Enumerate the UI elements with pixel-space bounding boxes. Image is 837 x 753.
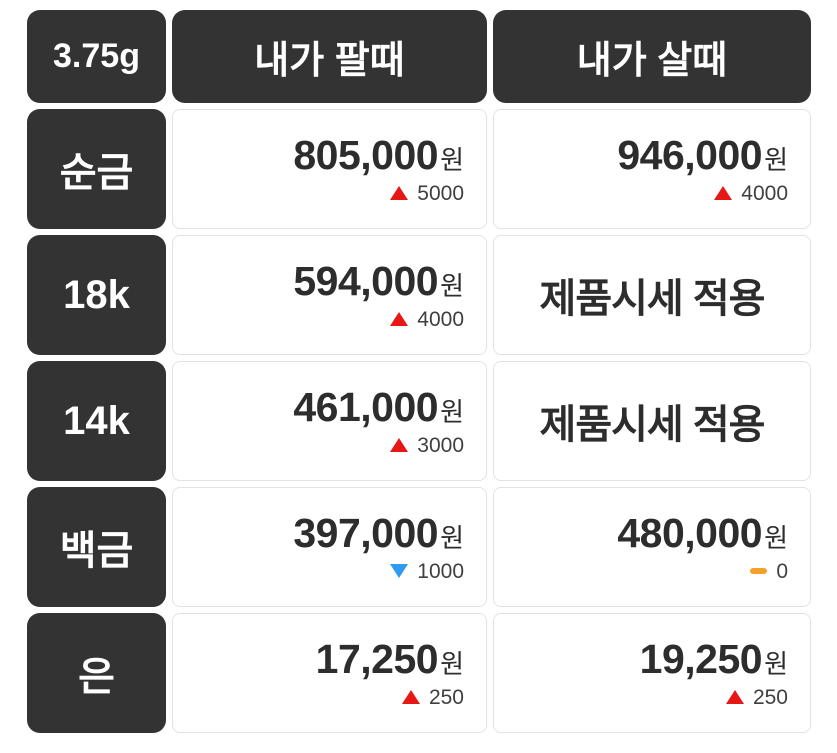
price-number: 461,000 [293, 383, 439, 430]
price-change: 250 [401, 685, 464, 709]
currency-suffix: 원 [440, 144, 464, 175]
price-number: 805,000 [293, 131, 439, 178]
up-triangle-icon [390, 186, 409, 200]
14k-buy-cell: 제품시세 적용 [493, 361, 811, 481]
up-triangle-icon [390, 312, 409, 326]
unit-weight-cell: 3.75g [27, 10, 166, 103]
column-header-sell: 내가 팔때 [172, 10, 487, 103]
price-value: 397,000 원 [293, 509, 464, 556]
price-number: 17,250 [315, 635, 439, 682]
price-value: 594,000 원 [293, 257, 464, 304]
currency-suffix: 원 [440, 396, 464, 427]
currency-suffix: 원 [440, 648, 464, 679]
price-change: 250 [725, 685, 788, 709]
up-triangle-icon [714, 186, 733, 200]
change-amount: 4000 [417, 307, 464, 331]
row-label-pure-gold: 순금 [27, 109, 166, 229]
18k-sell-cell: 594,000 원 4000 [172, 235, 487, 355]
platinum-buy-cell: 480,000 원 0 [493, 487, 811, 607]
platinum-sell-cell: 397,000 원 1000 [172, 487, 487, 607]
row-label-silver: 은 [27, 613, 166, 733]
price-change: 0 [750, 561, 788, 582]
column-header-buy: 내가 살때 [493, 10, 811, 103]
up-triangle-icon [390, 438, 409, 452]
18k-buy-cell: 제품시세 적용 [493, 235, 811, 355]
price-number: 946,000 [617, 131, 763, 178]
price-number: 480,000 [617, 509, 763, 556]
change-amount: 250 [752, 685, 788, 709]
pure-gold-sell-cell: 805,000 원 5000 [172, 109, 487, 229]
price-value: 461,000 원 [293, 383, 464, 430]
row-label-14k: 14k [27, 361, 166, 481]
currency-suffix: 원 [440, 522, 464, 553]
change-amount: 5000 [417, 181, 464, 205]
no-change-dash-icon [750, 568, 768, 574]
price-value: 19,250 원 [639, 635, 788, 682]
price-number: 594,000 [293, 257, 439, 304]
price-number: 19,250 [639, 635, 763, 682]
change-amount: 3000 [417, 433, 464, 457]
change-amount: 4000 [741, 181, 788, 205]
price-value: 480,000 원 [617, 509, 788, 556]
price-change: 4000 [714, 183, 788, 204]
down-triangle-icon [390, 564, 409, 578]
silver-buy-cell: 19,250 원 250 [493, 613, 811, 733]
up-triangle-icon [401, 690, 420, 704]
price-change: 3000 [390, 435, 464, 456]
change-amount: 0 [776, 559, 788, 583]
price-change: 1000 [390, 561, 464, 582]
price-value: 805,000 원 [293, 131, 464, 178]
price-value: 946,000 원 [617, 131, 788, 178]
silver-sell-cell: 17,250 원 250 [172, 613, 487, 733]
currency-suffix: 원 [440, 270, 464, 301]
row-label-platinum: 백금 [27, 487, 166, 607]
currency-suffix: 원 [764, 144, 788, 175]
price-change: 4000 [390, 309, 464, 330]
up-triangle-icon [725, 690, 744, 704]
price-change: 5000 [390, 183, 464, 204]
metal-price-table: 3.75g 내가 팔때 내가 살때 순금 805,000 원 5000 946,0… [27, 10, 811, 733]
price-value: 17,250 원 [315, 635, 464, 682]
currency-suffix: 원 [764, 648, 788, 679]
currency-suffix: 원 [764, 522, 788, 553]
change-amount: 250 [428, 685, 464, 709]
14k-sell-cell: 461,000 원 3000 [172, 361, 487, 481]
change-amount: 1000 [417, 559, 464, 583]
price-number: 397,000 [293, 509, 439, 556]
pure-gold-buy-cell: 946,000 원 4000 [493, 109, 811, 229]
row-label-18k: 18k [27, 235, 166, 355]
